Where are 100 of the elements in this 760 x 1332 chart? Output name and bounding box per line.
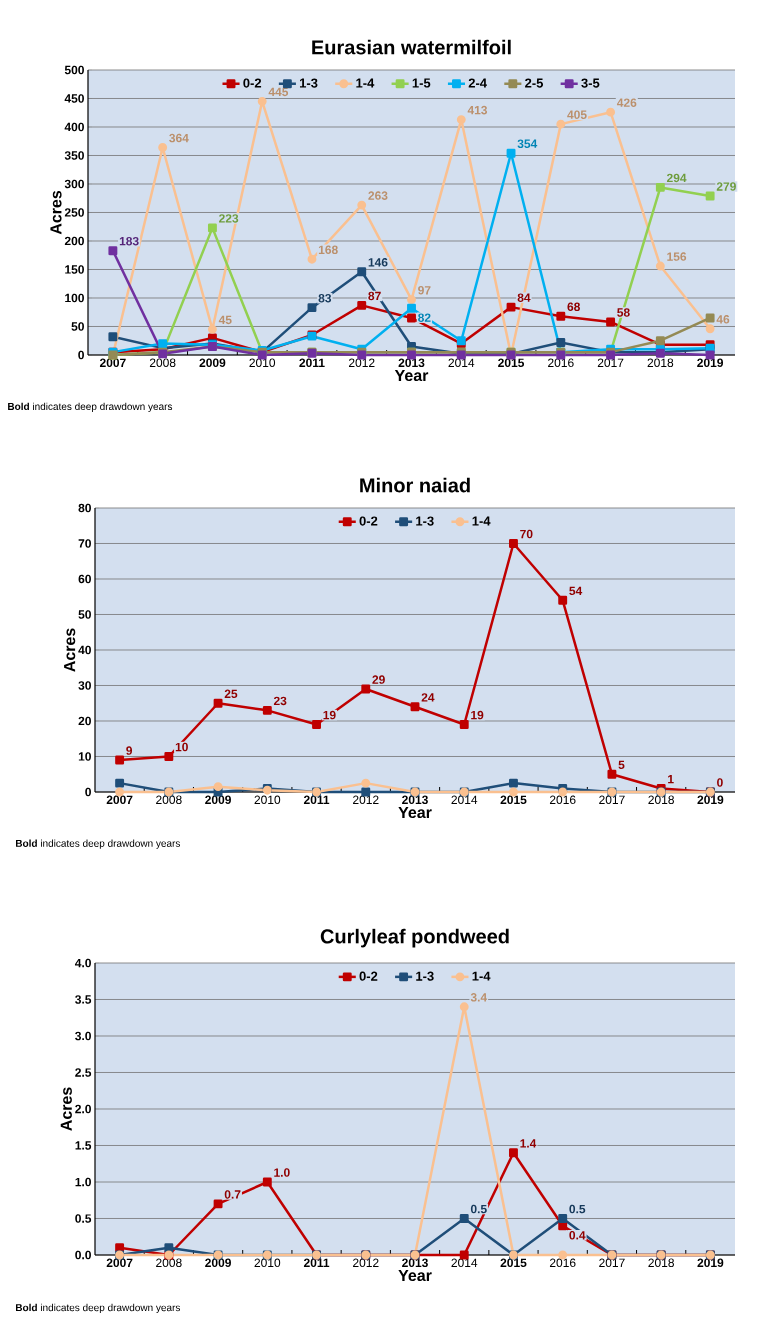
data-label: 405	[567, 110, 587, 119]
x-tick-label: 2015	[500, 1258, 527, 1268]
legend-label: 3-5	[581, 78, 600, 88]
y-tick-label: 0	[85, 787, 91, 797]
x-tick-label: 2017	[599, 1258, 625, 1268]
data-label: 19	[471, 710, 484, 720]
data-label: 263	[368, 191, 388, 200]
data-label: 183	[119, 236, 139, 246]
x-tick-label: 2007	[106, 1258, 133, 1268]
legend-label: 1-3	[416, 516, 434, 526]
x-tick-label: 2019	[697, 1258, 724, 1268]
data-label: 146	[368, 258, 388, 267]
x-tick-label: 2012	[353, 1258, 379, 1268]
x-tick-label: 2018	[648, 1258, 674, 1268]
data-label: 445	[268, 87, 289, 97]
x-tick-label: 2012	[353, 795, 379, 805]
data-label: 364	[169, 133, 189, 143]
x-tick-label: 2018	[648, 795, 674, 805]
x-tick-label: 2013	[402, 1258, 428, 1268]
data-label: 156	[667, 252, 687, 261]
y-tick-label: 50	[71, 322, 84, 331]
x-tick-label: 2017	[597, 358, 624, 368]
legend-label: 2-4	[468, 78, 487, 88]
data-label: 294	[666, 173, 687, 183]
x-tick-label: 2007	[99, 358, 126, 368]
y-tick-label: 0	[78, 350, 84, 360]
x-tick-label: 2014	[448, 358, 475, 368]
data-label: 29	[372, 675, 385, 684]
data-label: 0.7	[224, 1190, 241, 1199]
x-tick-label: 2016	[549, 795, 576, 805]
legend-label: 2-5	[525, 78, 544, 88]
data-label: 54	[569, 586, 583, 596]
x-tick-label: 2011	[303, 1258, 330, 1268]
data-label: 84	[517, 293, 531, 302]
x-tick-label: 2010	[254, 795, 281, 805]
data-label: 426	[616, 98, 637, 107]
y-tick-label: 150	[65, 265, 84, 274]
y-tick-label: 400	[64, 122, 84, 132]
data-label: 24	[421, 693, 435, 702]
y-axis-title: Acres	[64, 628, 76, 672]
y-tick-label: 0.0	[75, 1250, 91, 1260]
x-tick-label: 2010	[249, 358, 276, 368]
data-label: 3.4	[470, 993, 488, 1002]
y-tick-label: 70	[78, 539, 91, 548]
x-tick-label: 2008	[149, 358, 176, 368]
x-tick-label: 2008	[156, 795, 182, 805]
x-tick-label: 2009	[205, 795, 231, 805]
data-label: 45	[218, 315, 232, 325]
data-label: 25	[224, 689, 238, 699]
y-tick-label: 30	[78, 681, 91, 690]
y-tick-label: 2.0	[75, 1104, 91, 1114]
legend-label: 0-2	[359, 516, 378, 526]
data-label: 97	[418, 286, 431, 295]
y-tick-label: 1.5	[75, 1141, 92, 1150]
data-label: 5	[618, 760, 625, 770]
y-tick-label: 50	[78, 610, 91, 619]
data-label: 279	[716, 182, 736, 191]
data-label: 0.5	[470, 1204, 487, 1214]
data-label: 10	[175, 742, 188, 752]
x-tick-label: 2014	[451, 795, 478, 805]
y-tick-label: 300	[64, 179, 84, 189]
y-tick-label: 40	[78, 645, 91, 655]
legend-label: 1-3	[416, 971, 434, 981]
y-tick-label: 100	[65, 293, 84, 303]
x-tick-label: 2011	[299, 358, 325, 368]
data-label: 413	[467, 105, 488, 115]
data-label: 0.4	[569, 1231, 586, 1240]
y-tick-label: 20	[78, 716, 91, 726]
legend-label: 1-5	[412, 78, 431, 88]
y-axis-title: Acres	[60, 1087, 72, 1131]
x-tick-label: 2012	[348, 358, 375, 368]
data-label: 168	[318, 245, 338, 255]
x-axis-title: Year	[398, 1269, 432, 1282]
text: Bold indicates deep drawdown years	[8, 402, 173, 413]
x-tick-label: 2009	[199, 358, 226, 368]
data-label: 83	[318, 293, 332, 303]
x-tick-label: 2018	[647, 358, 674, 368]
data-label: 46	[716, 315, 730, 324]
x-tick-label: 2010	[254, 1258, 281, 1268]
data-label: 0	[717, 778, 723, 787]
data-label: 82	[418, 313, 431, 322]
x-tick-label: 2016	[549, 1258, 576, 1268]
data-label: 19	[323, 710, 336, 720]
data-label: 87	[368, 291, 381, 301]
data-label: 58	[617, 308, 630, 317]
x-tick-label: 2011	[303, 795, 330, 805]
x-tick-label: 2008	[156, 1258, 182, 1268]
x-tick-label: 2015	[498, 358, 525, 368]
x-axis-title: Year	[398, 806, 432, 819]
data-label: 1	[668, 774, 674, 784]
data-label: 354	[517, 139, 538, 149]
legend-label: 0-2	[243, 78, 262, 88]
data-label: 70	[520, 529, 533, 539]
x-tick-label: 2013	[398, 358, 425, 368]
y-tick-label: 0.5	[75, 1214, 92, 1223]
chart-title: Eurasian watermilfoil	[312, 39, 511, 55]
x-tick-label: 2019	[697, 358, 724, 368]
data-label: 9	[126, 746, 133, 755]
data-label: 23	[273, 696, 287, 706]
y-tick-label: 3.5	[75, 995, 92, 1004]
